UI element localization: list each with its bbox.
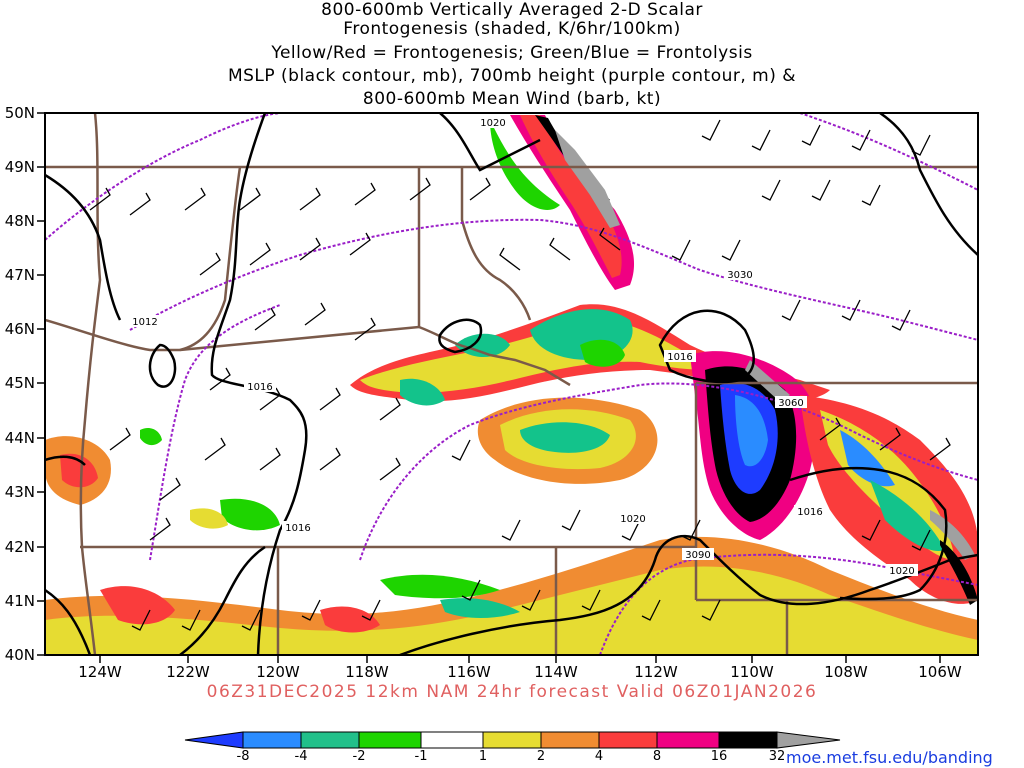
svg-text:3060: 3060 — [778, 398, 803, 409]
colorbar-swatch — [656, 731, 720, 749]
colorbar-swatch — [242, 731, 302, 749]
colorbar-swatch — [358, 731, 422, 749]
mslp-label-1016-central: 1016 — [664, 350, 696, 363]
colorbar-swatch — [184, 731, 244, 749]
svg-text:1016: 1016 — [247, 382, 272, 393]
lat-label: 46N — [5, 320, 35, 338]
lat-label: 43N — [5, 483, 35, 501]
lon-label: 106W — [918, 663, 962, 681]
lat-label: 40N — [5, 646, 35, 664]
colorbar-swatch — [540, 731, 600, 749]
colorbar-swatch — [482, 731, 542, 749]
wind-barbs — [89, 119, 951, 631]
plot-frame — [44, 112, 979, 656]
lon-label: 110W — [730, 663, 774, 681]
height-label-3090: 3090 — [682, 548, 714, 561]
colorbar-swatch — [718, 731, 778, 749]
contour-labels: 1020 1012 1016 1016 1016 1016 1020 1020 … — [129, 116, 918, 577]
colorbar-swatch — [776, 731, 841, 749]
title-line-3: Yellow/Red = Frontogenesis; Green/Blue =… — [271, 43, 753, 63]
colorbar-swatch — [300, 731, 360, 749]
mslp-label-1016-east: 1016 — [794, 505, 826, 518]
svg-text:1012: 1012 — [132, 317, 157, 328]
lat-label: 45N — [5, 374, 35, 392]
colorbar-label: -4 — [295, 749, 308, 764]
lon-label: 122W — [166, 663, 210, 681]
lat-label: 42N — [5, 538, 35, 556]
title-line-5: 800-600mb Mean Wind (barb, kt) — [362, 89, 662, 109]
mslp-label-1012: 1012 — [129, 315, 161, 328]
lon-labels: 124W 122W 120W 118W 116W 114W 112W 110W … — [78, 663, 962, 681]
colorbar-label: 4 — [595, 749, 603, 764]
lat-label: 41N — [5, 592, 35, 610]
mslp-contours — [45, 113, 978, 655]
lon-label: 120W — [256, 663, 300, 681]
lat-label: 50N — [5, 104, 35, 122]
forecast-valid-time: 06Z31DEC2025 12km NAM 24hr forecast Vali… — [206, 682, 818, 702]
height-label-3060: 3060 — [775, 396, 807, 409]
axis-ticks — [37, 112, 941, 663]
colorbar-label: -1 — [415, 749, 428, 764]
title-line-2: Frontogenesis (shaded, K/6hr/100km) — [343, 19, 681, 39]
title-line-1: 800-600mb Vertically Averaged 2-D Scalar — [321, 0, 703, 20]
lat-labels: 50N 49N 48N 47N 46N 45N 44N 43N 42N 41N … — [5, 104, 35, 664]
mslp-label-1016-south: 1016 — [282, 521, 314, 534]
svg-text:3030: 3030 — [727, 270, 752, 281]
lat-label: 48N — [5, 212, 35, 230]
source-credit[interactable]: moe.met.fsu.edu/banding — [786, 748, 993, 767]
colorbar-swatch — [420, 731, 484, 749]
title-line-4: MSLP (black contour, mb), 700mb height (… — [227, 66, 797, 86]
lon-label: 118W — [345, 663, 389, 681]
colorbar-label: 1 — [479, 749, 487, 764]
svg-text:3090: 3090 — [685, 550, 710, 561]
svg-text:1020: 1020 — [480, 118, 505, 129]
lon-label: 116W — [447, 663, 491, 681]
colorbar-swatch — [598, 731, 658, 749]
lat-label: 49N — [5, 158, 35, 176]
colorbar-label: 32 — [769, 749, 786, 764]
height-label-3030: 3030 — [724, 268, 756, 281]
lon-label: 124W — [78, 663, 122, 681]
mslp-label-1020-south: 1020 — [617, 512, 649, 525]
lat-label: 44N — [5, 429, 35, 447]
mslp-label-1016-west: 1016 — [244, 380, 276, 393]
svg-text:1016: 1016 — [667, 352, 692, 363]
svg-text:1016: 1016 — [797, 507, 822, 518]
svg-text:1020: 1020 — [889, 566, 914, 577]
colorbar: -8 -4 -2 -1 1 2 4 8 16 32 — [184, 731, 841, 764]
lon-label: 112W — [634, 663, 678, 681]
colorbar-label: 16 — [711, 749, 728, 764]
lon-label: 114W — [534, 663, 578, 681]
colorbar-label: -8 — [237, 749, 250, 764]
svg-text:1016: 1016 — [285, 523, 310, 534]
mslp-label-1020-east: 1020 — [886, 564, 918, 577]
lat-label: 47N — [5, 266, 35, 284]
political-borders — [45, 113, 978, 655]
colorbar-label: 2 — [537, 749, 545, 764]
lon-label: 108W — [824, 663, 868, 681]
frontogenesis-shading — [45, 115, 978, 655]
mslp-label-1020-north: 1020 — [477, 116, 509, 129]
svg-text:1020: 1020 — [620, 514, 645, 525]
colorbar-label: -2 — [353, 749, 366, 764]
colorbar-label: 8 — [653, 749, 661, 764]
